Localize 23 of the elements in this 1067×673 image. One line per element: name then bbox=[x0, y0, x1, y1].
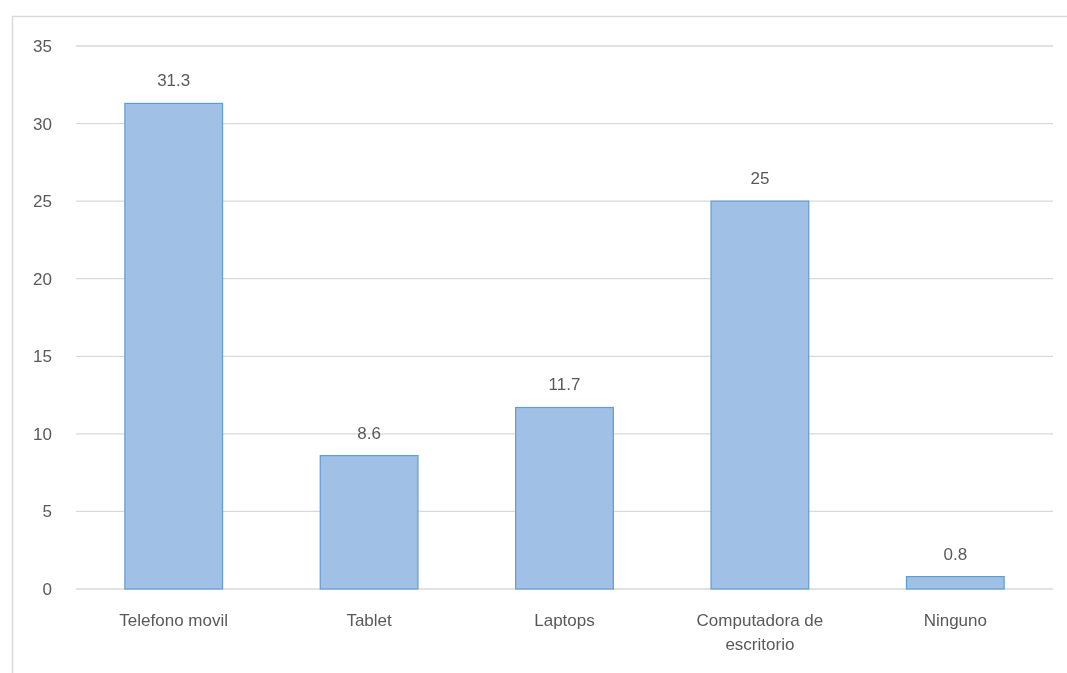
x-tick-label: Tablet bbox=[346, 611, 393, 630]
x-tick-label: Ninguno bbox=[923, 611, 987, 630]
y-tick-label: 5 bbox=[42, 502, 52, 522]
data-label: 25 bbox=[750, 169, 770, 189]
x-tick-label: Computadora de escritorio bbox=[696, 611, 824, 654]
y-tick-label: 0 bbox=[42, 579, 52, 599]
bar bbox=[515, 406, 614, 590]
data-label: 0.8 bbox=[943, 544, 968, 564]
y-tick-label: 10 bbox=[33, 424, 52, 444]
data-label: 11.7 bbox=[548, 375, 581, 395]
x-tick-label: Laptops bbox=[534, 611, 595, 630]
bar bbox=[905, 575, 1005, 590]
bar bbox=[319, 454, 419, 590]
data-label: 31.3 bbox=[157, 71, 191, 91]
y-tick-label: 20 bbox=[33, 269, 52, 289]
data-label: 8.6 bbox=[357, 423, 381, 443]
x-tick-label: Telefono movil bbox=[119, 611, 229, 630]
bar bbox=[710, 200, 810, 590]
y-tick-label: 15 bbox=[33, 347, 52, 367]
y-tick-label: 25 bbox=[33, 192, 52, 212]
bar bbox=[124, 102, 224, 590]
y-tick-label: 30 bbox=[33, 114, 52, 134]
y-tick-label: 35 bbox=[33, 36, 52, 56]
